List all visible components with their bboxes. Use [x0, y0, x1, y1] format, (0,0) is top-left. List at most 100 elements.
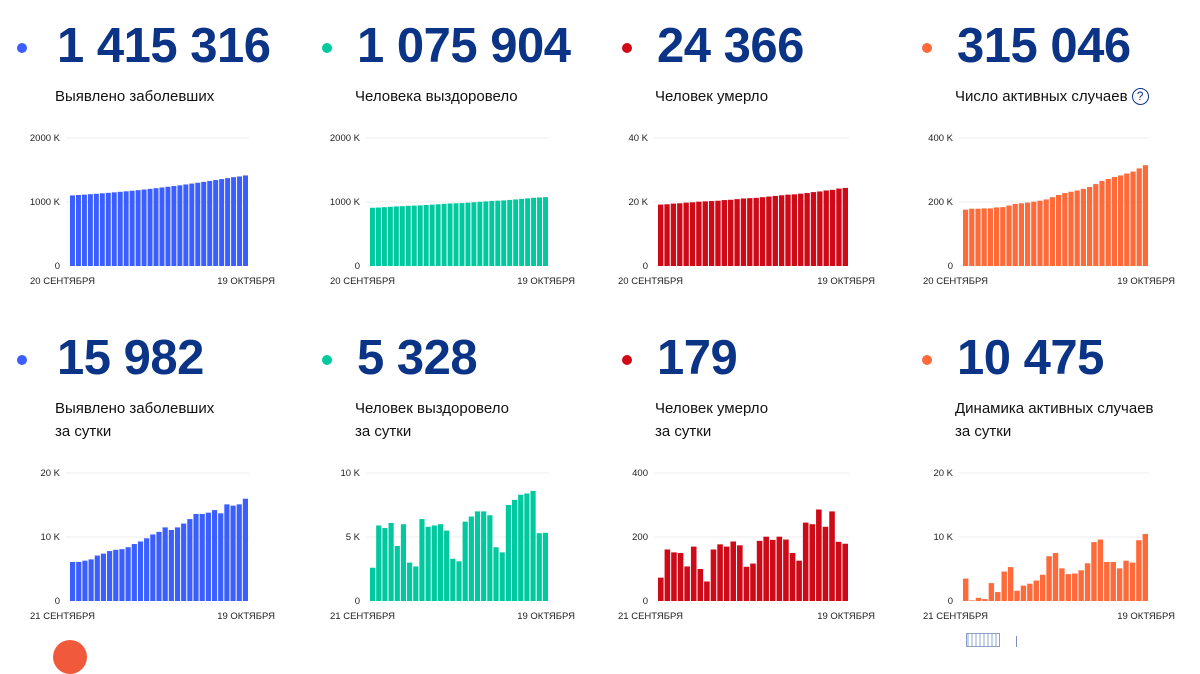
x-label-start: 21 СЕНТЯБРЯ — [330, 611, 395, 622]
bar-chart: 0 200 K 400 K 20 СЕНТЯБРЯ 19 ОКТЯБРЯ — [923, 133, 1175, 287]
legend-dot — [322, 355, 332, 365]
bar — [468, 516, 474, 601]
bar — [1104, 561, 1110, 601]
y-tick-label: 40 K — [628, 133, 648, 144]
bar — [988, 583, 995, 601]
bar — [842, 543, 848, 601]
bar — [1105, 178, 1111, 266]
bar — [835, 541, 842, 601]
bar — [969, 600, 975, 601]
stat-label: Человек умерло за сутки — [655, 397, 768, 443]
bar — [82, 560, 88, 601]
y-tick-label: 400 — [632, 468, 648, 479]
bar — [1059, 568, 1065, 601]
bar — [796, 560, 802, 601]
bar — [822, 526, 829, 601]
bar — [1087, 186, 1093, 266]
x-label-start: 21 СЕНТЯБРЯ — [30, 611, 95, 622]
bar — [1027, 583, 1033, 601]
bar — [789, 553, 796, 601]
bar — [375, 207, 381, 266]
question-circle-icon[interactable]: ? — [1131, 88, 1149, 105]
bar — [677, 203, 683, 266]
bar — [829, 189, 836, 266]
bar — [513, 199, 519, 266]
stat-label-line1: Человека выздоровело — [355, 88, 518, 105]
bar — [393, 206, 399, 266]
bar — [441, 203, 447, 266]
bar — [737, 545, 743, 601]
bar — [437, 524, 444, 601]
stat-card: 1 415 316 Выявлено заболевших — [0, 0, 300, 320]
bar — [394, 545, 400, 601]
bar — [81, 194, 87, 266]
bar — [1142, 165, 1148, 266]
legend-dot — [322, 43, 332, 53]
bar — [70, 195, 75, 266]
bar — [1072, 573, 1078, 601]
y-tick-label: 200 K — [928, 197, 953, 208]
bar — [153, 188, 159, 266]
bar — [230, 505, 236, 601]
bar — [405, 205, 411, 266]
bar — [763, 536, 769, 601]
bar — [816, 509, 822, 601]
x-label-end: 19 ОКТЯБРЯ — [1117, 611, 1175, 622]
bar — [189, 183, 195, 266]
bar — [450, 558, 456, 601]
bar — [135, 190, 141, 266]
bar — [201, 181, 207, 266]
x-label-start: 20 СЕНТЯБРЯ — [923, 276, 988, 287]
bar — [1093, 184, 1099, 266]
y-tick-label: 0 — [55, 261, 60, 272]
bar — [144, 538, 150, 601]
bar — [507, 199, 513, 266]
bar — [387, 206, 393, 266]
bar — [696, 201, 702, 266]
stat-label-line1: Человек умерло — [655, 400, 769, 417]
bar-chart: 0 1000 K 2000 K 20 СЕНТЯБРЯ 19 ОКТЯБРЯ — [330, 133, 575, 287]
y-tick-label: 0 — [355, 261, 360, 272]
bar — [756, 540, 763, 601]
bar — [525, 198, 531, 266]
bar — [423, 205, 429, 266]
bar — [664, 204, 670, 266]
bar — [88, 559, 94, 601]
bar — [747, 198, 753, 266]
y-tick-label: 0 — [948, 261, 953, 272]
bar — [117, 191, 123, 266]
bar — [382, 528, 388, 601]
y-tick-label: 10 K — [340, 468, 360, 479]
bar — [677, 553, 684, 601]
bar — [982, 599, 988, 601]
bar — [715, 200, 721, 266]
stat-card: 1 075 904 Человека выздоровело — [300, 0, 600, 320]
bar — [462, 521, 468, 601]
bar — [1110, 561, 1116, 601]
bar — [399, 206, 405, 266]
bar — [429, 204, 435, 266]
y-tick-label: 400 K — [928, 133, 953, 144]
bar — [1006, 205, 1012, 266]
stat-value: 10 475 — [957, 331, 1104, 385]
bar — [1046, 556, 1052, 601]
stat-card: 315 046 Число активных случаев? — [900, 0, 1200, 320]
bar — [1000, 207, 1006, 266]
bar — [218, 513, 224, 601]
bar — [231, 177, 237, 266]
stat-label: Выявлено заболевших — [55, 85, 214, 108]
stat-label-line1: Человек умерло — [655, 88, 769, 105]
bar — [381, 207, 387, 266]
stat-label-line2: за сутки — [655, 423, 712, 440]
stat-card: 10 475 Динамика активных случаев за сутки — [900, 312, 1200, 632]
bar — [1130, 171, 1136, 266]
legend-dot — [622, 355, 632, 365]
bar — [1116, 568, 1123, 601]
bar — [519, 198, 525, 266]
stat-value: 179 — [657, 331, 738, 385]
bar — [804, 193, 810, 266]
bar — [721, 200, 728, 266]
bar — [1123, 560, 1129, 601]
bar — [174, 527, 181, 601]
bar — [1142, 533, 1148, 601]
